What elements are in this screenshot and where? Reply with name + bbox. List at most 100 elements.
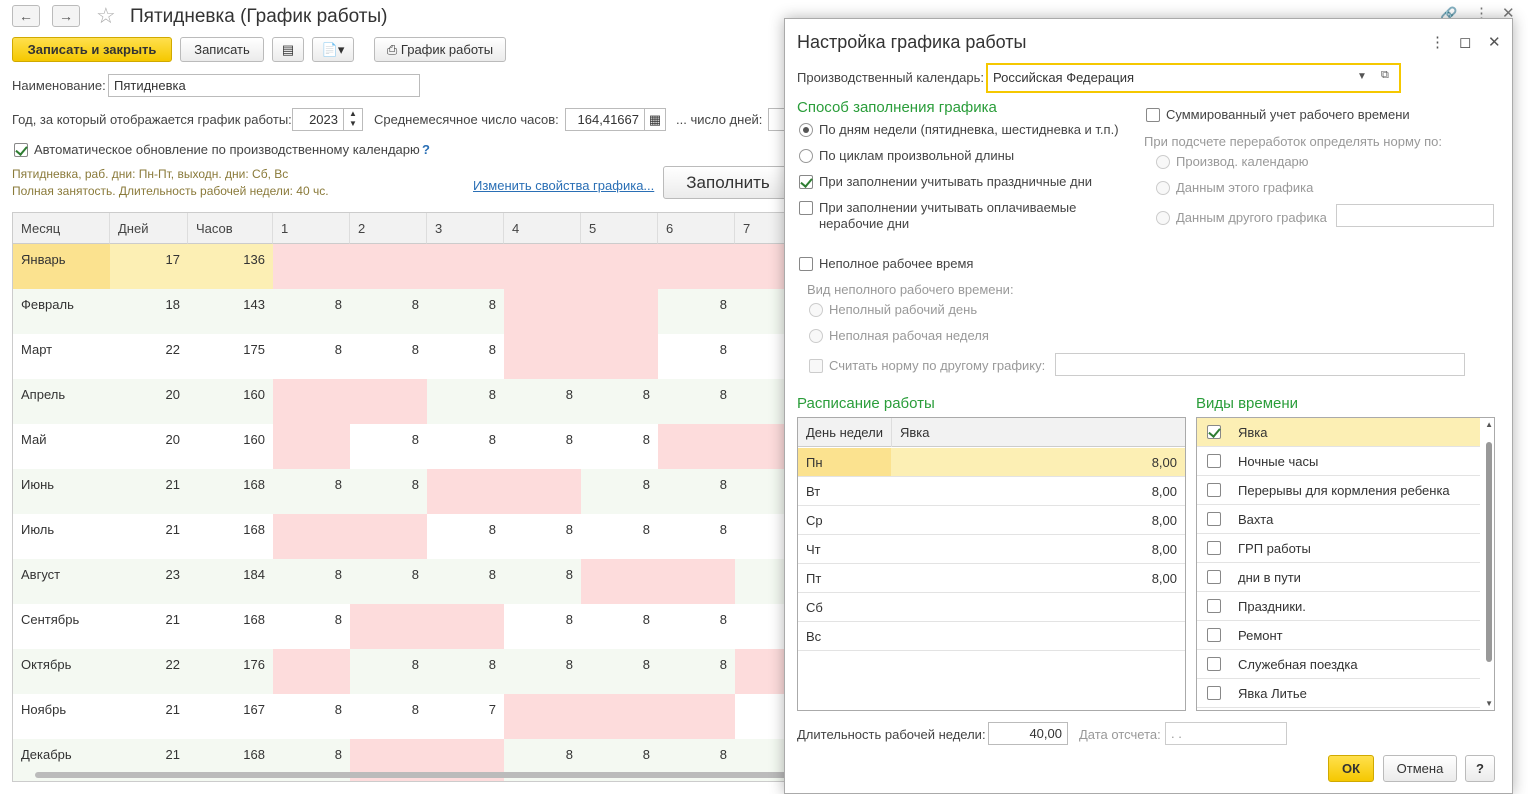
grid-cell[interactable]: Ноябрь xyxy=(13,694,110,739)
schedule-row[interactable]: Ср 8,00 xyxy=(798,506,1185,535)
part-week-radio[interactable] xyxy=(809,329,823,343)
schedule-row[interactable]: Сб xyxy=(798,593,1185,622)
grid-cell[interactable] xyxy=(504,334,581,379)
time-type-item[interactable]: Ремонт xyxy=(1197,621,1480,650)
grid-cell[interactable]: 21 xyxy=(110,694,188,739)
grid-cell[interactable]: 136 xyxy=(188,244,273,289)
grid-cell[interactable]: 160 xyxy=(188,424,273,469)
schedule-grid[interactable]: Месяц Дней Часов 1 2 3 4 5 6 7 Январь 17 136 Февраль 1… xyxy=(12,212,802,782)
grid-cell[interactable]: Апрель xyxy=(13,379,110,424)
grid-cell[interactable]: Июнь xyxy=(13,469,110,514)
time-type-item[interactable]: ГРП работы xyxy=(1197,534,1480,563)
time-type-item[interactable]: дни в пути xyxy=(1197,563,1480,592)
schedule-button[interactable]: ⎙ График работы xyxy=(374,37,506,62)
grid-cell[interactable] xyxy=(273,379,350,424)
grid-cell[interactable]: 20 xyxy=(110,379,188,424)
grid-cell[interactable]: 22 xyxy=(110,649,188,694)
grid-cell[interactable]: 8 xyxy=(350,424,427,469)
grid-cell[interactable]: 8 xyxy=(581,379,658,424)
grid-cell[interactable] xyxy=(504,469,581,514)
grid-cell[interactable]: 8 xyxy=(504,514,581,559)
grid-cell[interactable]: 20 xyxy=(110,424,188,469)
norm-this-radio[interactable] xyxy=(1156,181,1170,195)
grid-cell[interactable]: 8 xyxy=(504,649,581,694)
grid-cell[interactable]: 8 xyxy=(350,334,427,379)
grid-cell[interactable]: 8 xyxy=(581,514,658,559)
grid-cell[interactable] xyxy=(581,559,658,604)
grid-cell[interactable] xyxy=(273,514,350,559)
grid-cell[interactable]: Январь xyxy=(13,244,110,289)
forward-arrow-icon[interactable]: → xyxy=(52,5,80,27)
star-icon[interactable]: ☆ xyxy=(96,3,116,28)
grid-cell[interactable]: 18 xyxy=(110,289,188,334)
grid-cell[interactable]: Февраль xyxy=(13,289,110,334)
maximize-icon[interactable]: ◻ xyxy=(1459,34,1472,51)
calculator-icon[interactable]: ▦ xyxy=(644,108,666,131)
year-stepper[interactable]: ▲ ▼ xyxy=(343,108,363,131)
grid-header[interactable]: 4 xyxy=(504,213,581,244)
grid-header[interactable]: Месяц xyxy=(13,213,110,244)
time-type-item[interactable]: Ночные часы xyxy=(1197,447,1480,476)
grid-cell[interactable]: 23 xyxy=(110,559,188,604)
grid-cell[interactable]: 8 xyxy=(658,604,735,649)
grid-cell[interactable]: 8 xyxy=(581,424,658,469)
grid-cell[interactable]: 8 xyxy=(273,334,350,379)
grid-cell[interactable] xyxy=(581,334,658,379)
grid-cell[interactable]: 8 xyxy=(504,559,581,604)
schedule-row[interactable]: Вт 8,00 xyxy=(798,477,1185,506)
grid-cell[interactable]: 8 xyxy=(658,334,735,379)
grid-cell[interactable]: Март xyxy=(13,334,110,379)
grid-cell[interactable] xyxy=(427,469,504,514)
back-arrow-icon[interactable]: ← xyxy=(12,5,40,27)
week-length-input[interactable]: 40,00 xyxy=(988,722,1068,745)
grid-cell[interactable]: Май xyxy=(13,424,110,469)
grid-cell[interactable]: 8 xyxy=(658,379,735,424)
grid-cell[interactable] xyxy=(350,514,427,559)
time-type-item[interactable]: Явка Литье xyxy=(1197,679,1480,708)
horizontal-scrollbar[interactable] xyxy=(35,772,800,778)
time-type-checkbox[interactable] xyxy=(1207,541,1221,555)
grid-cell[interactable]: 168 xyxy=(188,469,273,514)
grid-cell[interactable]: 168 xyxy=(188,514,273,559)
grid-cell[interactable]: 8 xyxy=(273,289,350,334)
grid-cell[interactable]: 8 xyxy=(350,469,427,514)
grid-cell[interactable] xyxy=(273,424,350,469)
grid-cell[interactable]: 8 xyxy=(504,379,581,424)
grid-header[interactable]: 6 xyxy=(658,213,735,244)
grid-header[interactable]: 2 xyxy=(350,213,427,244)
grid-cell[interactable] xyxy=(350,604,427,649)
grid-cell[interactable]: 167 xyxy=(188,694,273,739)
grid-cell[interactable]: 184 xyxy=(188,559,273,604)
grid-cell[interactable] xyxy=(427,244,504,289)
time-type-item[interactable]: Праздники. xyxy=(1197,592,1480,621)
grid-cell[interactable]: 8 xyxy=(658,649,735,694)
time-type-checkbox[interactable] xyxy=(1207,599,1221,613)
ok-button[interactable]: ОК xyxy=(1328,755,1374,782)
part-time-checkbox[interactable] xyxy=(799,257,813,271)
grid-header[interactable]: 1 xyxy=(273,213,350,244)
calendar-open-icon[interactable]: ⧉ xyxy=(1381,69,1389,81)
grid-cell[interactable] xyxy=(350,244,427,289)
dialog-help-button[interactable]: ? xyxy=(1465,755,1495,782)
grid-cell[interactable]: 8 xyxy=(581,469,658,514)
part-day-radio[interactable] xyxy=(809,303,823,317)
grid-cell[interactable]: 8 xyxy=(350,694,427,739)
grid-cell[interactable] xyxy=(658,244,735,289)
scroll-down-icon[interactable]: ▼ xyxy=(1485,699,1493,708)
grid-header[interactable]: Часов xyxy=(188,213,273,244)
scroll-up-icon[interactable]: ▲ xyxy=(1485,420,1493,429)
grid-cell[interactable]: 8 xyxy=(350,559,427,604)
grid-cell[interactable]: 21 xyxy=(110,469,188,514)
change-properties-link[interactable]: Изменить свойства графика... xyxy=(473,178,655,193)
grid-cell[interactable] xyxy=(273,244,350,289)
grid-cell[interactable] xyxy=(273,649,350,694)
time-type-checkbox[interactable] xyxy=(1207,483,1221,497)
dialog-menu-icon[interactable]: ⋮ xyxy=(1430,34,1445,51)
grid-cell[interactable]: 8 xyxy=(427,334,504,379)
auto-update-checkbox[interactable] xyxy=(14,143,28,157)
grid-header[interactable]: 3 xyxy=(427,213,504,244)
summarized-checkbox[interactable] xyxy=(1146,108,1160,122)
time-type-checkbox[interactable] xyxy=(1207,454,1221,468)
grid-cell[interactable] xyxy=(504,694,581,739)
grid-cell[interactable]: 8 xyxy=(658,289,735,334)
